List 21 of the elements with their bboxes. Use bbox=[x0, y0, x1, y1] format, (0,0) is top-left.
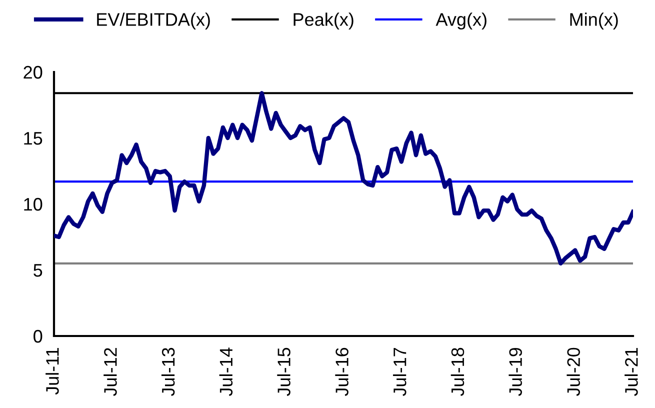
legend-label: Avg(x) bbox=[436, 12, 486, 30]
line-series bbox=[54, 91, 633, 266]
x-tick-label: Jul-16 bbox=[335, 348, 348, 396]
y-tick-label: 20 bbox=[24, 66, 42, 79]
x-tick-label: Jul-18 bbox=[450, 348, 464, 396]
x-tick-label: Jul-17 bbox=[393, 348, 406, 396]
y-tick-label: 5 bbox=[34, 264, 42, 277]
x-tick-label: Jul-20 bbox=[566, 348, 580, 396]
y-tick-label: 0 bbox=[34, 330, 42, 343]
legend-label: Peak(x) bbox=[294, 12, 354, 30]
x-tick-label: Jul-11 bbox=[46, 348, 59, 395]
x-tick-label: Jul-12 bbox=[104, 348, 117, 396]
y-tick-label: 15 bbox=[24, 132, 42, 145]
legend-label: Min(x) bbox=[570, 12, 618, 30]
x-tick-label: Jul-21 bbox=[624, 348, 638, 396]
legend-label: EV/EBITDA(x) bbox=[97, 12, 210, 30]
x-tick-label: Jul-13 bbox=[161, 348, 175, 396]
x-tick-label: Jul-19 bbox=[508, 348, 522, 396]
y-tick-label: 10 bbox=[24, 198, 42, 211]
x-tick-label: Jul-14 bbox=[219, 348, 233, 396]
x-tick-label: Jul-15 bbox=[277, 348, 290, 396]
